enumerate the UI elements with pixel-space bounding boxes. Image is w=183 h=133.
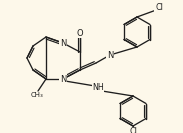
Text: Cl: Cl: [129, 128, 137, 133]
Text: CH₃: CH₃: [31, 92, 43, 98]
Text: N: N: [60, 74, 66, 84]
Text: Cl: Cl: [155, 3, 163, 13]
Text: NH: NH: [92, 84, 104, 92]
Text: N: N: [60, 38, 66, 47]
Text: O: O: [77, 28, 83, 38]
Text: N: N: [107, 51, 113, 59]
